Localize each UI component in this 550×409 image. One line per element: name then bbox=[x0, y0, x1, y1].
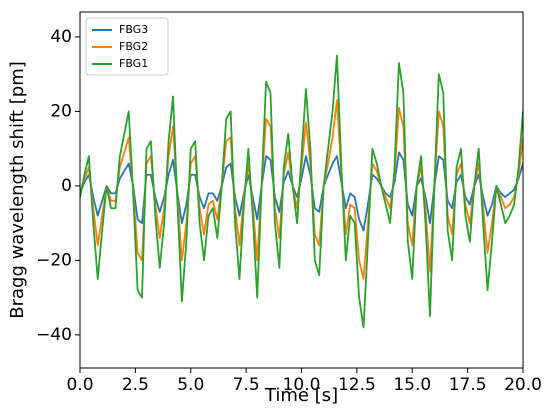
y-tick-label: −40 bbox=[36, 325, 72, 345]
x-tick-label: 0.0 bbox=[66, 375, 93, 395]
legend-label: FBG2 bbox=[119, 40, 148, 53]
y-tick-label: 40 bbox=[50, 27, 72, 47]
x-tick-label: 10.0 bbox=[283, 375, 321, 395]
y-tick-label: 20 bbox=[50, 101, 72, 121]
series-line bbox=[80, 54, 523, 329]
plot-frame bbox=[79, 11, 524, 369]
y-tick-label: −20 bbox=[36, 250, 72, 270]
legend-label: FBG1 bbox=[119, 57, 148, 70]
legend-label: FBG3 bbox=[119, 23, 148, 36]
x-tick-label: 2.5 bbox=[122, 375, 149, 395]
y-tick-label: 0 bbox=[61, 176, 72, 196]
series-line bbox=[80, 99, 523, 280]
x-tick-label: 7.5 bbox=[233, 375, 260, 395]
legend-box bbox=[85, 17, 169, 76]
x-tick-label: 5.0 bbox=[177, 375, 204, 395]
y-axis-label: Bragg wavelength shift [pm] bbox=[7, 61, 28, 319]
x-tick-label: 15.0 bbox=[393, 375, 431, 395]
x-tick-label: 20.0 bbox=[504, 375, 542, 395]
x-tick-label: 17.5 bbox=[449, 375, 487, 395]
x-tick-label: 12.5 bbox=[338, 375, 376, 395]
x-axis-label: Time [s] bbox=[264, 385, 338, 406]
